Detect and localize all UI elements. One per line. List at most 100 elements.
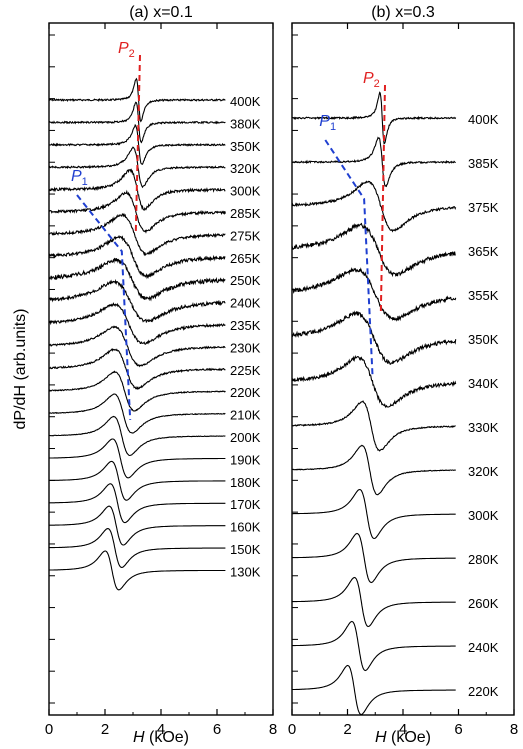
temperature-label: 170K [230, 497, 261, 512]
spectrum-curve [291, 136, 456, 188]
peak-guide-line [379, 84, 386, 316]
peak-guide-line [134, 54, 141, 233]
temperature-label: 280K [468, 552, 499, 567]
peak-label: P1 [319, 113, 336, 133]
spectrum-curve [292, 444, 457, 496]
spectrum-curve [292, 576, 456, 628]
x-tick-label: 0 [45, 721, 53, 738]
temperature-label: 150K [230, 542, 261, 557]
spectrum-curve [291, 222, 456, 278]
temperature-label: 225K [230, 363, 261, 378]
spectrum-curve [291, 180, 457, 233]
spectrum-curve [48, 415, 226, 457]
peak-label: P1 [71, 168, 88, 188]
spectrum-curve [48, 483, 226, 524]
temperature-label: 340K [468, 376, 499, 391]
temperature-label: 220K [468, 684, 499, 699]
spectrum-curve [48, 189, 226, 234]
temperature-label: 400K [230, 94, 261, 109]
temperature-label: 355K [468, 288, 499, 303]
x-axis-unit-b: (kOe) [387, 729, 431, 746]
peak-label-symbol: P [363, 70, 374, 87]
temperature-label: 260K [468, 596, 499, 611]
temperature-label: 220K [230, 385, 261, 400]
x-tick-label: 4 [399, 721, 407, 738]
spectrum-curve [48, 302, 226, 345]
temperature-label: 240K [230, 296, 261, 311]
temperature-label: 380K [230, 116, 261, 131]
x-tick-label: 6 [213, 721, 221, 738]
spectrum-curve [48, 123, 226, 165]
x-axis-symbol-b: H [375, 729, 387, 746]
spectrum-curve [48, 212, 226, 257]
spectrum-curve [48, 348, 226, 391]
spectrum-curve [49, 393, 226, 434]
peak-guide-line [324, 139, 374, 376]
temperature-label: 180K [230, 475, 261, 490]
spectrum-curve [48, 278, 226, 323]
x-tick-label: 2 [101, 721, 109, 738]
temperature-label: 230K [230, 340, 261, 355]
spectrum-curve [48, 234, 226, 280]
spectrum-curve [291, 355, 457, 409]
spectrum-curve [48, 257, 226, 302]
peak-label-symbol: P [319, 113, 330, 130]
spectrum-curve [291, 310, 457, 366]
spectrum-curve [48, 370, 226, 412]
temperature-label: 130K [230, 564, 261, 579]
y-axis-label: dP/dH (arb.units) [12, 309, 29, 430]
temperature-label: 160K [230, 520, 261, 535]
temperature-label: 300K [468, 508, 499, 523]
temperature-label: 400K [468, 112, 499, 127]
x-tick-label: 6 [454, 721, 462, 738]
temperature-label: 350K [468, 332, 499, 347]
temperature-label: 350K [230, 139, 261, 154]
x-axis-label-a: H (kOe) [133, 729, 189, 746]
panel-b-plot: 0 2 4 6 8 400K 385K 375K 365K 355K 350K 340K 330K 320… [288, 23, 518, 738]
spectrum-curve [291, 400, 456, 452]
spectrum-curve [48, 460, 226, 501]
temperature-label: 365K [468, 244, 499, 259]
spectrum-curve [292, 620, 456, 672]
peak-label: P2 [363, 70, 380, 90]
temperature-label: 210K [230, 408, 261, 423]
temperature-label: 250K [230, 273, 261, 288]
spectrum-curve [292, 664, 456, 716]
temperature-label: 200K [230, 430, 261, 445]
peak-label: P2 [118, 40, 135, 60]
spectrum-curve [291, 91, 457, 145]
x-tick-label: 8 [510, 721, 518, 738]
temperature-label: 275K [230, 228, 261, 243]
peak-guide-line [76, 194, 132, 421]
spectrum-curve [48, 325, 226, 368]
spectrum-curve [49, 438, 226, 479]
spectrum-curve [291, 267, 457, 322]
peak-label-symbol: P [71, 168, 82, 185]
peak-label-subscript: 2 [374, 78, 380, 90]
temperature-label: 285K [230, 206, 261, 221]
spectrum-curve [48, 146, 226, 189]
x-axis-unit-a: (kOe) [145, 729, 189, 746]
temperature-label: 320K [468, 464, 499, 479]
temperature-label: 235K [230, 318, 261, 333]
temperature-label: 265K [230, 251, 261, 266]
spectrum-curve [48, 77, 226, 123]
temperature-label: 190K [230, 452, 261, 467]
temperature-label: 385K [468, 156, 499, 171]
spectrum-curve [48, 528, 226, 568]
x-tick-label: 2 [343, 721, 351, 738]
spectrum-curve [291, 532, 456, 584]
temperature-label: 320K [230, 161, 261, 176]
peak-label-symbol: P [118, 40, 129, 57]
spectrum-curve [49, 550, 226, 591]
x-tick-label: 4 [157, 721, 165, 738]
x-tick-label: 0 [288, 721, 296, 738]
temperature-label: 240K [468, 640, 499, 655]
spectrum-curve [48, 101, 226, 144]
temperature-label: 330K [468, 420, 499, 435]
x-axis-symbol-a: H [133, 729, 145, 746]
spectrum-curve [48, 505, 226, 546]
panel-b-title: (b) x=0.3 [371, 4, 435, 21]
peak-label-subscript: 1 [82, 176, 88, 188]
